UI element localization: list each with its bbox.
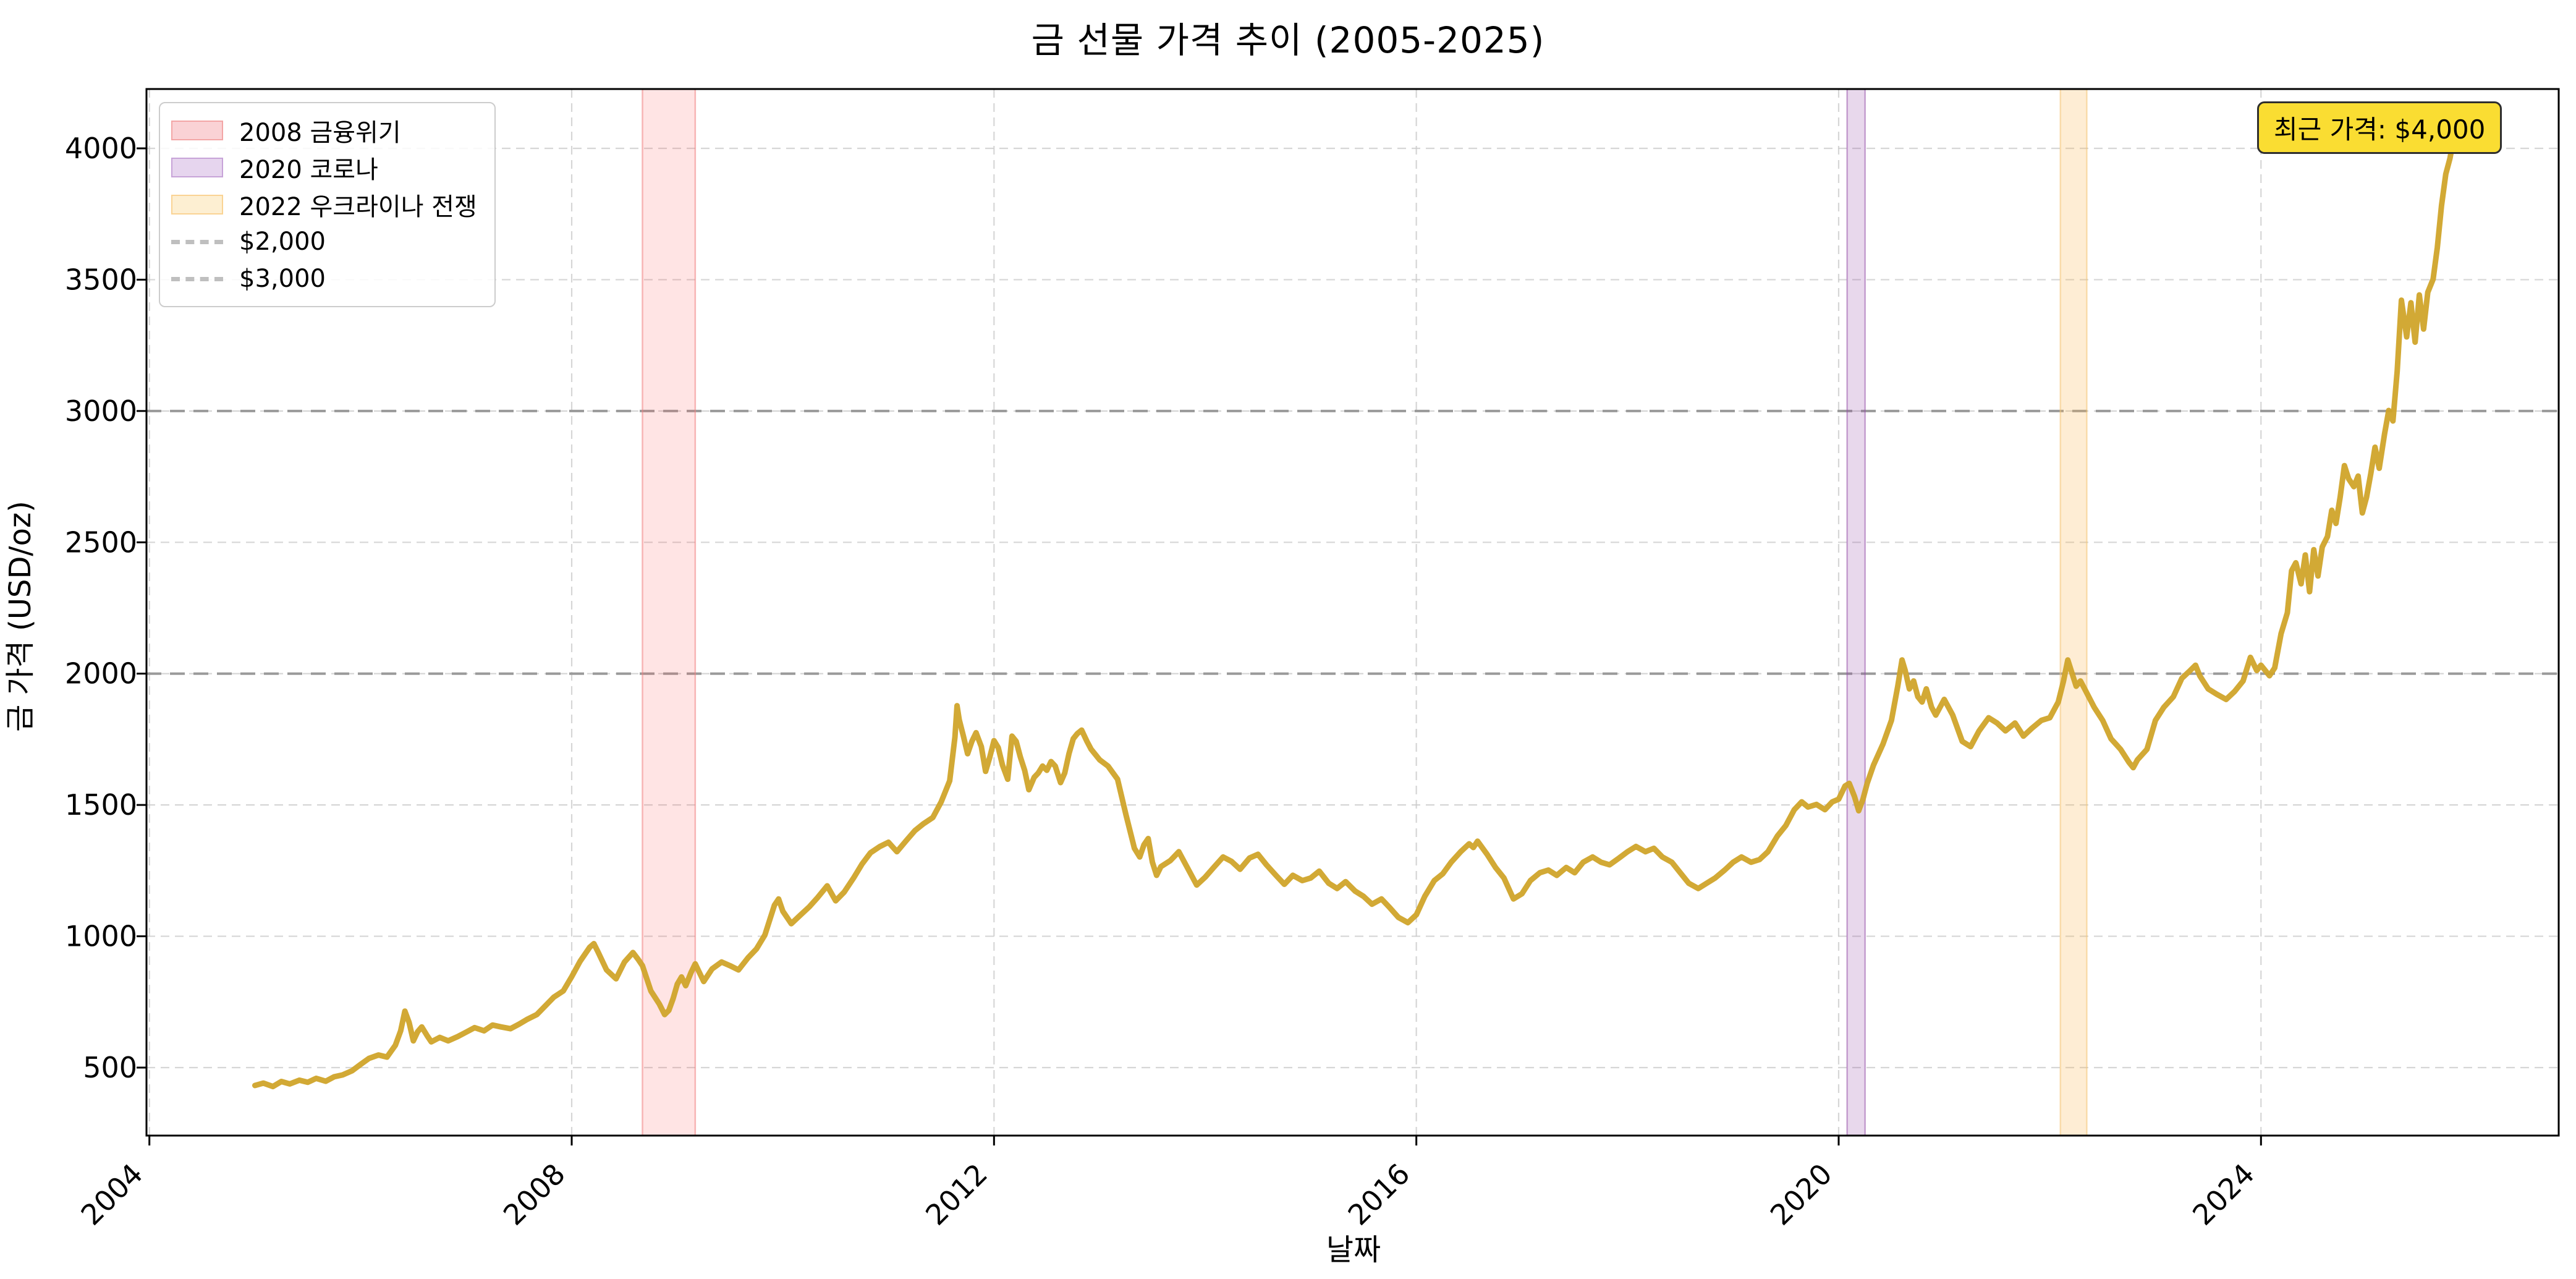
y-axis-label: 금 가격 (USD/oz) xyxy=(3,501,38,732)
legend-item: 2020 코로나 xyxy=(171,149,477,186)
y-tick-label: 3000 xyxy=(65,394,137,428)
y-tick-label: 2000 xyxy=(65,657,137,690)
legend-patch-swatch xyxy=(171,121,223,140)
price-line xyxy=(252,133,2457,1090)
chart-title: 금 선물 가격 추이 (2005-2025) xyxy=(1031,19,1545,61)
y-tick-label: 3500 xyxy=(65,263,137,296)
x-tick-label: 2020 xyxy=(1764,1157,1839,1232)
legend-patch-swatch xyxy=(171,195,223,215)
legend-label: $3,000 xyxy=(239,265,326,293)
event-band xyxy=(1847,89,1865,1136)
event-band xyxy=(2060,89,2087,1136)
legend: 2008 금융위기 2020 코로나 2022 우크라이나 전쟁 $2,000 $3,0… xyxy=(159,102,496,307)
legend-label: 2020 코로나 xyxy=(239,156,378,184)
legend-label: $2,000 xyxy=(239,227,326,256)
axes-frame xyxy=(145,88,2560,1137)
legend-item: $2,000 xyxy=(171,223,477,260)
y-tick-label: 1000 xyxy=(65,920,137,953)
event-band xyxy=(642,89,695,1136)
legend-patch-swatch xyxy=(171,158,223,177)
legend-item: 2022 우크라이나 전쟁 xyxy=(171,186,477,223)
legend-dash-swatch xyxy=(171,276,223,281)
x-tick-label: 2008 xyxy=(497,1157,572,1232)
latest-price-annotation: 최근 가격: $4,000 xyxy=(2257,101,2502,154)
legend-label: 2008 금융위기 xyxy=(239,119,401,147)
legend-label: 2022 우크라이나 전쟁 xyxy=(239,193,477,221)
x-axis-label: 날짜 xyxy=(1326,1233,1381,1267)
legend-dash-swatch xyxy=(171,239,223,244)
legend-item: 2008 금융위기 xyxy=(171,112,477,149)
x-tick-label: 2004 xyxy=(75,1157,150,1232)
x-tick-label: 2024 xyxy=(2186,1157,2261,1232)
y-tick-label: 4000 xyxy=(65,132,137,165)
y-tick-label: 500 xyxy=(83,1051,137,1084)
legend-item: $3,000 xyxy=(171,260,477,297)
x-tick-label: 2016 xyxy=(1341,1157,1416,1232)
y-tick-label: 2500 xyxy=(65,525,137,559)
x-tick-label: 2012 xyxy=(919,1157,994,1232)
y-tick-label: 1500 xyxy=(65,788,137,822)
